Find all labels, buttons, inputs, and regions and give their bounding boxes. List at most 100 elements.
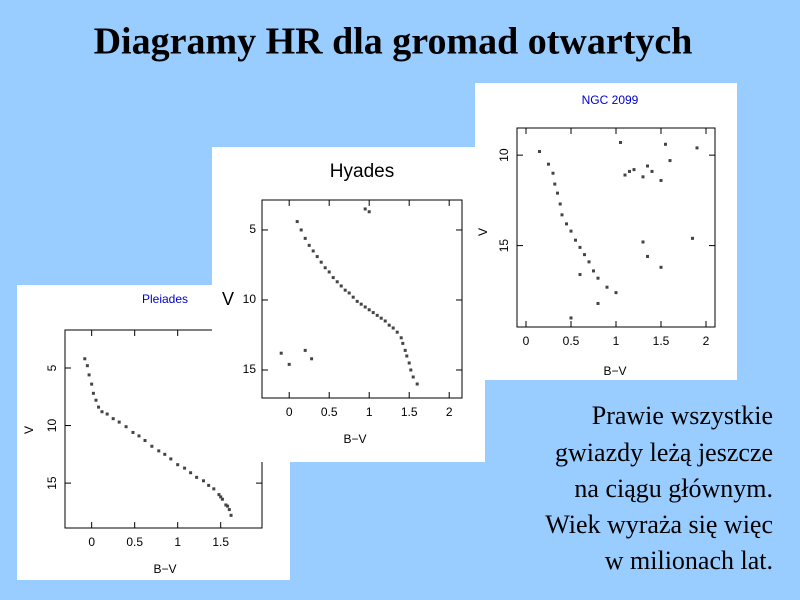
star-point bbox=[319, 260, 323, 264]
star-point bbox=[351, 295, 355, 299]
star-point bbox=[596, 276, 600, 280]
star-point bbox=[569, 316, 573, 320]
star-point bbox=[303, 348, 307, 352]
star-point bbox=[117, 420, 121, 424]
star-point bbox=[94, 398, 98, 402]
star-point bbox=[143, 439, 147, 443]
chart-panel: Hyades B−V V 0 0.5 1 1.5 2 5 10 15 bbox=[212, 147, 485, 462]
x-axis-label: B−V bbox=[603, 364, 626, 378]
star-point bbox=[367, 210, 371, 214]
x-tick-label: 0 bbox=[523, 334, 530, 348]
x-axis-label: B−V bbox=[343, 432, 366, 446]
star-point bbox=[547, 162, 550, 166]
star-point bbox=[335, 280, 339, 284]
star-point bbox=[650, 169, 654, 173]
star-point bbox=[574, 238, 577, 242]
star-point bbox=[85, 364, 89, 368]
y-tick-label: 15 bbox=[497, 239, 511, 253]
star-point bbox=[355, 299, 359, 303]
star-point bbox=[323, 266, 327, 270]
x-tick-label: 0 bbox=[88, 535, 95, 549]
star-point bbox=[628, 169, 631, 173]
body-text: Prawie wszystkie gwiazdy leżą jeszcze na… bbox=[545, 401, 773, 575]
star-point bbox=[87, 373, 91, 377]
x-tick-label: 1 bbox=[174, 535, 181, 549]
x-tick-label: 0 bbox=[286, 405, 293, 419]
y-tick-label: 5 bbox=[249, 222, 256, 236]
star-point bbox=[596, 301, 600, 305]
star-point bbox=[307, 243, 311, 247]
y-axis-label: V bbox=[22, 426, 36, 434]
star-point bbox=[399, 336, 403, 340]
star-point bbox=[371, 311, 375, 315]
star-point bbox=[157, 449, 161, 453]
star-point bbox=[207, 483, 211, 487]
star-point bbox=[331, 276, 335, 280]
chart-title: NGC 2099 bbox=[582, 93, 639, 107]
star-point bbox=[407, 361, 411, 365]
star-point bbox=[623, 173, 627, 177]
star-point bbox=[176, 463, 180, 467]
star-point bbox=[391, 326, 395, 330]
star-point bbox=[189, 471, 193, 475]
star-point bbox=[150, 444, 154, 448]
star-point bbox=[124, 425, 128, 429]
star-point bbox=[646, 254, 649, 258]
star-point bbox=[383, 319, 387, 323]
x-tick-label: 2 bbox=[703, 334, 710, 348]
star-point bbox=[641, 175, 645, 179]
y-tick-label: 10 bbox=[243, 292, 257, 306]
star-point bbox=[387, 323, 391, 327]
star-point bbox=[538, 150, 541, 154]
text-line: gwiazdy leżą jeszcze bbox=[555, 438, 773, 467]
text-line: Wiek wyraża się więc bbox=[545, 510, 773, 539]
star-point bbox=[569, 229, 573, 233]
star-point bbox=[212, 487, 216, 491]
x-tick-label: 0.5 bbox=[126, 535, 143, 549]
x-tick-label: 0.5 bbox=[321, 405, 338, 419]
text-line: na ciągu głównym. bbox=[574, 474, 773, 503]
star-point bbox=[659, 178, 663, 182]
star-point bbox=[401, 341, 405, 345]
star-point bbox=[219, 495, 223, 499]
x-tick-label: 0.5 bbox=[563, 334, 580, 348]
y-tick-label: 15 bbox=[243, 362, 257, 376]
star-point bbox=[327, 270, 331, 274]
text-line: w milionach lat. bbox=[605, 546, 773, 575]
star-point bbox=[560, 213, 564, 217]
chart-title: Pleiades bbox=[142, 292, 188, 306]
star-point bbox=[363, 207, 367, 211]
star-point bbox=[375, 313, 379, 317]
panel-background bbox=[475, 83, 737, 380]
star-point bbox=[303, 236, 307, 240]
star-point bbox=[183, 466, 187, 470]
star-point bbox=[220, 497, 224, 501]
star-point bbox=[553, 182, 557, 186]
star-point bbox=[691, 236, 694, 240]
star-point bbox=[315, 255, 319, 259]
star-point bbox=[137, 434, 141, 438]
star-point bbox=[202, 479, 206, 483]
star-point bbox=[641, 240, 645, 244]
star-point bbox=[558, 202, 562, 206]
x-tick-label: 2 bbox=[446, 405, 453, 419]
star-point bbox=[395, 330, 399, 334]
star-point bbox=[415, 382, 419, 386]
x-tick-label: 1.5 bbox=[212, 535, 229, 549]
y-tick-label: 15 bbox=[45, 476, 59, 490]
star-point bbox=[668, 159, 672, 163]
star-point bbox=[551, 171, 555, 175]
star-point bbox=[105, 412, 109, 416]
x-tick-label: 1.5 bbox=[653, 334, 670, 348]
star-point bbox=[131, 430, 135, 434]
star-point bbox=[163, 452, 167, 456]
y-axis-label: V bbox=[476, 228, 490, 236]
star-point bbox=[379, 316, 383, 320]
star-point bbox=[310, 357, 314, 361]
star-point bbox=[592, 269, 595, 273]
star-point bbox=[695, 146, 699, 150]
chart-panel: NGC 2099 B−V V 0 0.5 1 1.5 2 10 15 bbox=[475, 83, 737, 380]
star-point bbox=[343, 288, 347, 292]
